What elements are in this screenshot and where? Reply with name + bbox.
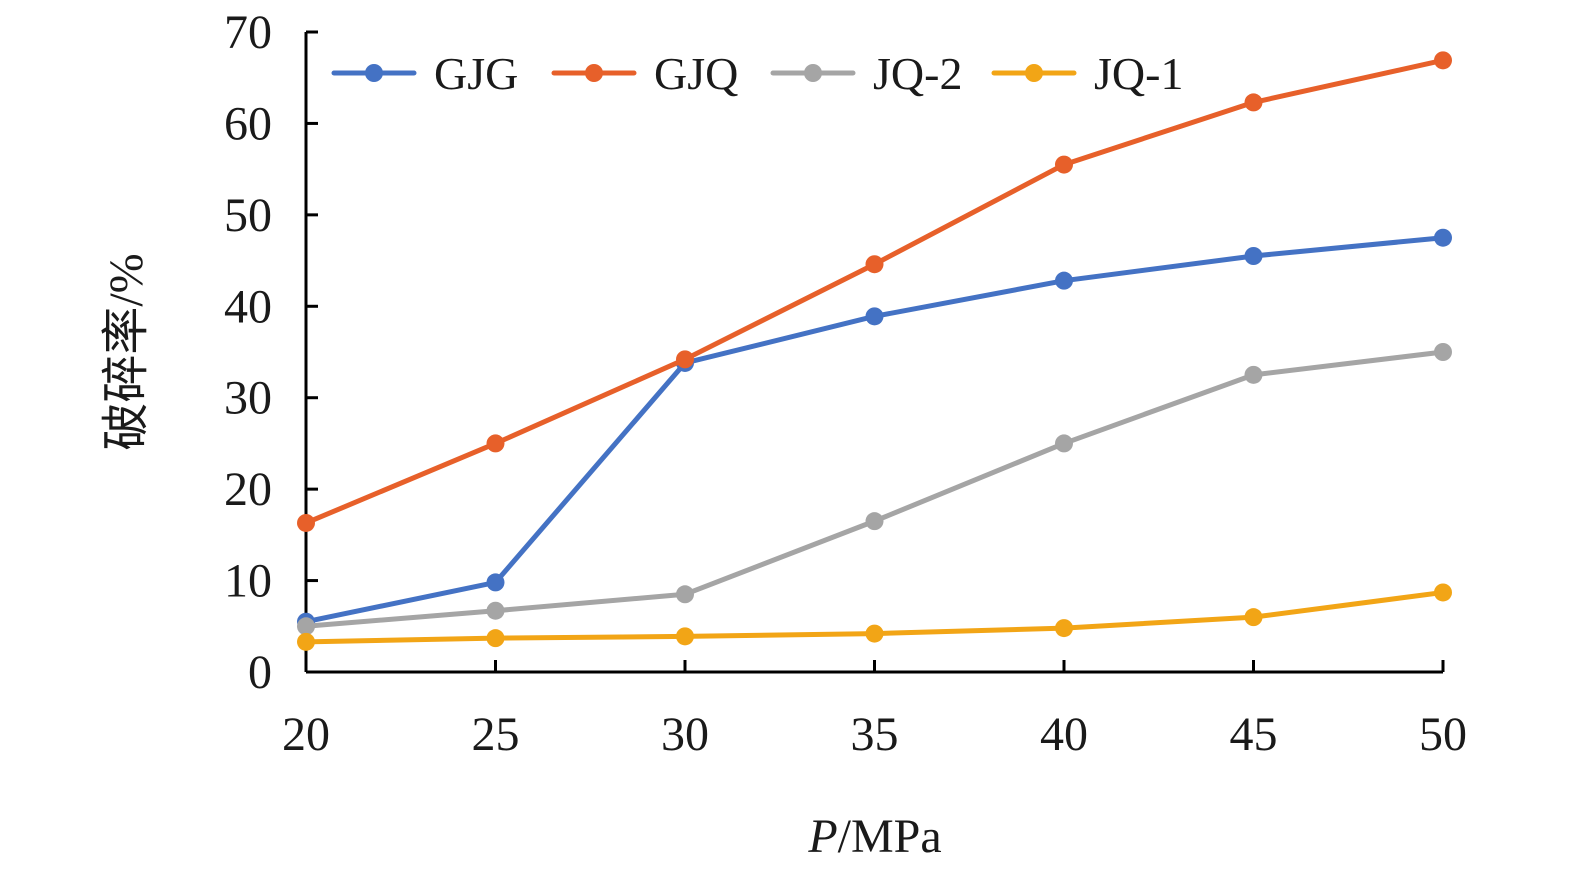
legend-swatch-marker: [804, 64, 822, 82]
data-point: [486, 629, 505, 648]
series-jq-2: [297, 343, 1452, 636]
x-tick-label: 40: [1040, 708, 1088, 761]
data-point: [297, 632, 315, 651]
axes-layer: 0 10 20 30 40 50 60 70 20 25 30 35 40 45 50: [224, 6, 1467, 761]
data-point: [1055, 155, 1073, 174]
data-point: [297, 617, 315, 636]
data-point: [1055, 271, 1073, 290]
x-tick-label: 25: [472, 708, 520, 761]
series-jq-1: [297, 583, 1452, 651]
legend-item-gjq: GJQ: [551, 48, 738, 99]
legend-swatch-marker: [365, 64, 383, 82]
legend-label: JQ-1: [1094, 48, 1183, 99]
series-gjg: [297, 228, 1452, 631]
data-point: [1434, 343, 1452, 361]
data-point: [1055, 434, 1073, 453]
y-tick-label: 10: [224, 555, 272, 608]
y-tick-label: 30: [224, 372, 272, 425]
legend-label: GJQ: [654, 48, 738, 99]
legend-swatch-marker: [585, 64, 603, 82]
data-point: [1434, 228, 1452, 247]
y-tick-label: 50: [224, 189, 272, 242]
series-gjq: [297, 51, 1452, 532]
legend: GJG GJQ JQ-2 JQ-1: [331, 48, 1183, 99]
y-tick-label: 70: [224, 6, 272, 59]
x-axis-title-italic: P: [807, 810, 837, 863]
legend-label: JQ-2: [873, 48, 962, 99]
x-axis-title-unit: /MPa: [838, 810, 942, 863]
data-point: [486, 573, 505, 592]
legend-item-jq-1: JQ-1: [991, 48, 1183, 99]
series-line-gjq: [303, 57, 1446, 526]
legend-label: GJG: [434, 48, 518, 99]
x-tick-label: 30: [661, 708, 709, 761]
y-tick-label: 40: [224, 280, 272, 333]
data-point: [1244, 608, 1263, 627]
y-tick-label: 20: [224, 463, 272, 516]
y-tick-label: 0: [248, 646, 272, 699]
x-tick-label: 45: [1230, 708, 1278, 761]
data-point: [1434, 583, 1452, 602]
series-layer: [297, 51, 1452, 651]
data-point: [865, 255, 884, 274]
data-point: [1244, 247, 1263, 265]
legend-item-jq-2: JQ-2: [770, 48, 962, 99]
data-point: [865, 624, 884, 643]
legend-swatch-marker: [1025, 64, 1043, 82]
y-tick-label: 60: [224, 97, 272, 150]
data-point: [676, 627, 694, 646]
x-axis-title: P/MPa: [807, 810, 941, 863]
x-tick-label: 20: [282, 708, 330, 761]
data-point: [865, 512, 884, 531]
x-tick-label: 35: [851, 708, 899, 761]
y-axis-title: 破碎率/%: [100, 253, 153, 450]
data-point: [1244, 365, 1263, 384]
data-point: [486, 601, 505, 620]
data-point: [676, 585, 694, 604]
data-point: [865, 307, 884, 326]
data-point: [676, 350, 694, 369]
data-point: [1244, 93, 1263, 112]
legend-item-gjg: GJG: [331, 48, 518, 99]
x-tick-label: 50: [1419, 708, 1467, 761]
series-line-gjg: [303, 235, 1446, 625]
data-point: [1055, 619, 1073, 638]
data-point: [486, 434, 505, 453]
data-point: [297, 513, 315, 532]
data-point: [1434, 51, 1452, 70]
